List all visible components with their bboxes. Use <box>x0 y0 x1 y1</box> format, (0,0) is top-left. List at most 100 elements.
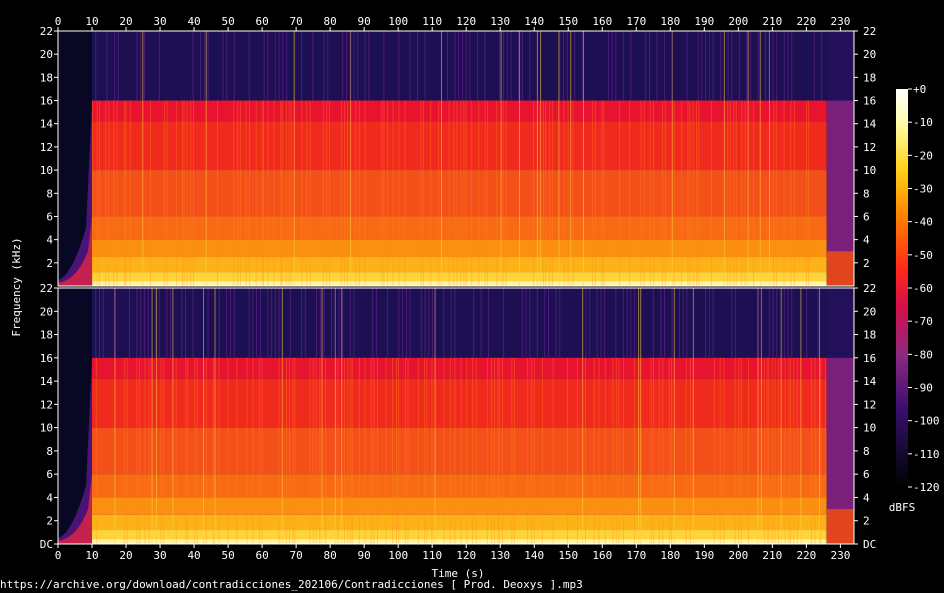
spectrogram-panel-right-channel <box>58 288 854 544</box>
x-tick-label: 140 <box>524 15 544 28</box>
energy-band <box>92 100 827 122</box>
x-tick-label: 200 <box>728 15 748 28</box>
low-frequency-peak <box>92 281 827 286</box>
colorbar-tick-label: -80 <box>913 348 933 361</box>
x-tick-label: 80 <box>324 549 337 562</box>
x-tick-label: 30 <box>153 549 166 562</box>
y-tick-label: 6 <box>863 468 870 481</box>
x-tick-label: 100 <box>388 15 408 28</box>
colorbar-label: dBFS <box>889 501 916 514</box>
y-tick-label: 2 <box>46 515 53 528</box>
x-tick-label: 10 <box>85 15 98 28</box>
x-tick-label: 180 <box>660 15 680 28</box>
panel-border <box>57 287 855 545</box>
y-axis-label: Frequency (kHz) <box>10 237 23 336</box>
y-tick-label: 20 <box>863 48 876 61</box>
y-tick-label: 12 <box>863 141 876 154</box>
y-tick-label: 12 <box>863 398 876 411</box>
y-tick-label: DC <box>40 538 53 551</box>
energy-band <box>92 357 827 379</box>
colorbar: +0 -10 -20 -30 -40 -50 -60 -70 -80 -90 -100 -110 -12… <box>889 83 940 514</box>
colorbar-tick-label: -60 <box>913 282 933 295</box>
colorbar-tick-label: +0 <box>913 83 926 96</box>
x-tick-label: 130 <box>490 549 510 562</box>
x-axis-top: 0 10 20 30 40 50 60 70 80 90 100 110 120 130 140 150 160… <box>55 15 850 31</box>
y-tick-label: 6 <box>863 210 870 223</box>
x-tick-label: 230 <box>830 15 850 28</box>
x-tick-label: 120 <box>456 549 476 562</box>
x-tick-label: 190 <box>694 15 714 28</box>
y-tick-label: 6 <box>46 210 53 223</box>
x-tick-label: 160 <box>592 15 612 28</box>
x-tick-label: 90 <box>358 15 371 28</box>
colorbar-tick-label: -40 <box>913 216 933 229</box>
y-tick-label: 18 <box>40 329 53 342</box>
y-tick-label: 2 <box>46 257 53 270</box>
y-tick-label: 20 <box>40 305 53 318</box>
y-tick-label: 8 <box>863 187 870 200</box>
outro-fade-low <box>826 509 854 544</box>
y-tick-label: 14 <box>863 118 877 131</box>
y-tick-label: 16 <box>40 352 53 365</box>
x-tick-label: 130 <box>490 15 510 28</box>
x-tick-label: 210 <box>762 549 782 562</box>
y-tick-label: 10 <box>863 422 876 435</box>
y-tick-label: 14 <box>40 375 54 388</box>
energy-band <box>92 514 827 531</box>
x-tick-label: 0 <box>55 15 62 28</box>
energy-band <box>92 378 827 428</box>
y-tick-label: 8 <box>863 445 870 458</box>
y-tick-label: 2 <box>863 515 870 528</box>
x-tick-label: 10 <box>85 549 98 562</box>
y-tick-label: 2 <box>863 257 870 270</box>
fade-in-ramp <box>58 100 93 286</box>
y-tick-label: DC <box>863 538 876 551</box>
y-tick-label: 12 <box>40 141 53 154</box>
x-tick-label: 30 <box>153 15 166 28</box>
y-tick-label: 18 <box>863 329 876 342</box>
y-tick-label: 8 <box>46 187 53 200</box>
colorbar-tick-label: -110 <box>913 448 940 461</box>
x-tick-label: 60 <box>255 15 268 28</box>
x-tick-label: 0 <box>55 549 62 562</box>
y-tick-label: 10 <box>863 164 876 177</box>
colorbar-tick-label: -90 <box>913 382 933 395</box>
colorbar-tick-label: -100 <box>913 415 940 428</box>
energy-band <box>92 427 827 475</box>
y-tick-label: 10 <box>40 422 53 435</box>
colorbar-tick-label: -10 <box>913 116 933 129</box>
above-cutoff-band <box>92 31 827 101</box>
fade-in-ramp-core <box>58 474 93 544</box>
energy-band <box>92 216 827 240</box>
y-tick-label: 6 <box>46 468 53 481</box>
colorbar-ticks: +0 -10 -20 -30 -40 -50 -60 -70 -80 -90 -100 -110 -12… <box>908 83 940 494</box>
x-tick-label: 220 <box>796 549 816 562</box>
y-tick-label: 16 <box>863 352 876 365</box>
energy-band <box>92 239 827 258</box>
y-tick-label: 18 <box>40 71 53 84</box>
x-tick-label: 110 <box>422 15 442 28</box>
y-tick-label: 18 <box>863 71 876 84</box>
y-tick-label: 22 <box>863 282 876 295</box>
y-tick-label: 4 <box>863 234 870 247</box>
x-tick-label: 150 <box>558 15 578 28</box>
outro-fade-low <box>826 251 854 286</box>
x-tick-label: 120 <box>456 15 476 28</box>
x-tick-label: 150 <box>558 549 578 562</box>
colorbar-tick-label: -50 <box>913 249 933 262</box>
x-tick-label: 50 <box>221 549 234 562</box>
y-tick-label: 4 <box>46 491 53 504</box>
colorbar-bar <box>896 89 908 487</box>
y-tick-label: 16 <box>40 95 53 108</box>
x-tick-label: 140 <box>524 549 544 562</box>
x-tick-label: 230 <box>830 549 850 562</box>
y-tick-label: 4 <box>863 491 870 504</box>
y-tick-label: 22 <box>40 282 53 295</box>
x-tick-label: 20 <box>119 549 132 562</box>
y-tick-label: 14 <box>863 375 877 388</box>
x-tick-label: 110 <box>422 549 442 562</box>
x-tick-label: 160 <box>592 549 612 562</box>
y-tick-label: 16 <box>863 95 876 108</box>
